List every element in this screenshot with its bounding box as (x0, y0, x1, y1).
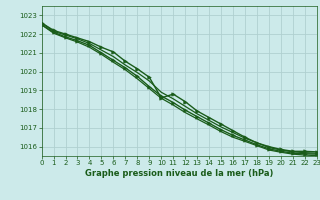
X-axis label: Graphe pression niveau de la mer (hPa): Graphe pression niveau de la mer (hPa) (85, 169, 273, 178)
